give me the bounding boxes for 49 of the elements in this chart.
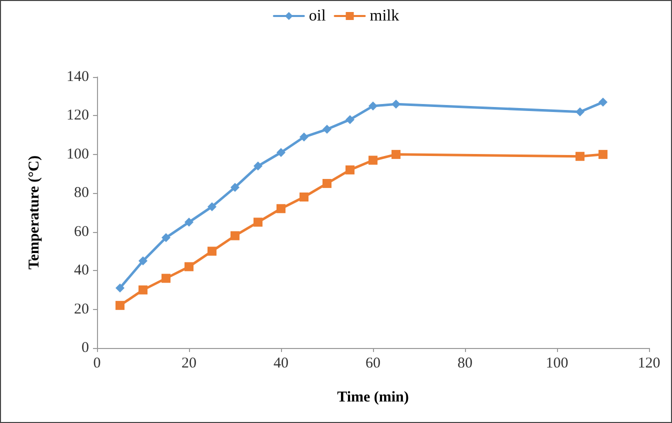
point (208, 202, 216, 212)
x-tick-label: 0 (93, 356, 101, 372)
point (230, 182, 240, 192)
point (598, 150, 608, 159)
x-axis-title: Time (min) (337, 390, 409, 406)
y-axis-title: Temperature (°C) (26, 156, 42, 270)
point (346, 165, 354, 174)
legend-label: oil (308, 8, 326, 24)
y-tick-label: 140 (66, 69, 89, 85)
point (138, 285, 148, 294)
point (254, 218, 262, 227)
point (276, 148, 286, 157)
point (392, 150, 400, 159)
point (254, 162, 262, 171)
point (208, 246, 216, 256)
y-tick-label: 80 (74, 185, 89, 202)
x-tick-label: 80 (458, 356, 472, 372)
point (162, 274, 170, 283)
y-tick-label: 100 (66, 146, 89, 162)
point (322, 178, 332, 188)
point (300, 192, 308, 202)
point (230, 231, 240, 240)
x-tick-label: 120 (638, 356, 660, 372)
point (184, 218, 194, 227)
legend-label: milk (370, 8, 400, 24)
point (276, 204, 286, 214)
point (138, 256, 148, 266)
point (346, 115, 354, 124)
point (322, 124, 332, 134)
x-tick-label: 20 (182, 356, 196, 372)
point (116, 300, 124, 310)
point (598, 98, 608, 107)
point (368, 156, 378, 165)
y-tick-label: 40 (74, 262, 89, 279)
point (576, 152, 584, 161)
point (392, 100, 400, 109)
point (162, 233, 170, 242)
y-tick-label: 20 (74, 301, 89, 318)
point (184, 262, 194, 272)
y-tick-label: 120 (66, 108, 89, 124)
point (576, 107, 584, 116)
y-tick-label: 0 (82, 340, 89, 356)
x-tick-label: 100 (546, 356, 568, 372)
point (116, 283, 124, 292)
y-tick-label: 60 (74, 224, 89, 240)
point (300, 132, 308, 142)
point (368, 102, 378, 111)
x-tick-label: 60 (366, 356, 380, 372)
x-tick-label: 40 (274, 356, 288, 372)
